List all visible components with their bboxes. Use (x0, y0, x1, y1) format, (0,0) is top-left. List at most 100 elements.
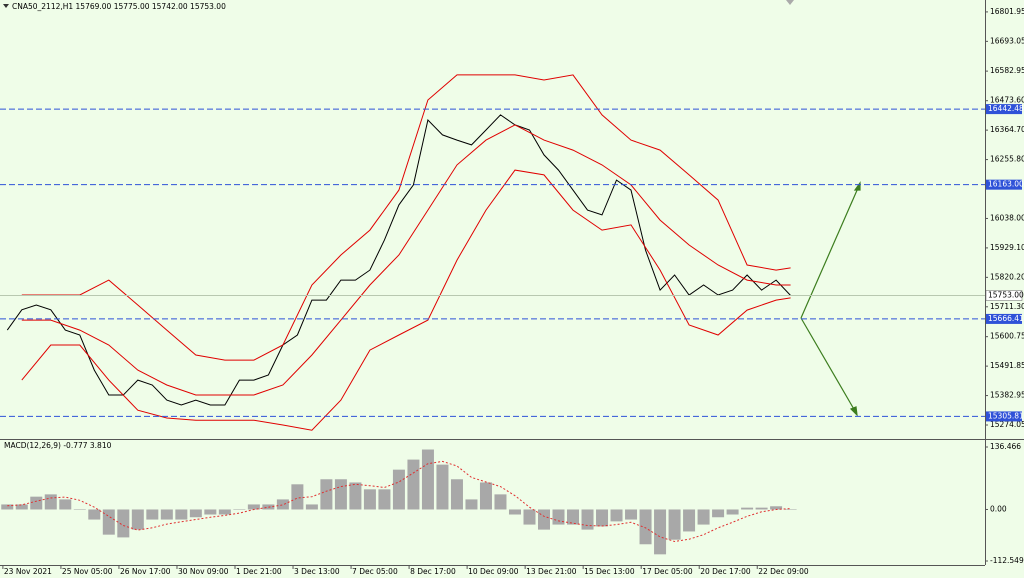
y-tick-label: 15820.20 (990, 272, 1024, 281)
y-tick-label: 0.00 (990, 504, 1007, 513)
menu-triangle[interactable] (3, 4, 9, 8)
arrow-up (800, 187, 859, 319)
macd-bar (291, 484, 304, 510)
macd-bar (581, 509, 594, 530)
macd-bar (117, 509, 130, 538)
macd-bar (523, 509, 536, 525)
y-tick-label: 16364.70 (990, 125, 1024, 134)
x-tick-label: 22 Dec 09:00 (758, 567, 809, 576)
macd-bar (160, 509, 173, 520)
x-tick-label: 25 Nov 05:00 (62, 567, 113, 576)
macd-bar (479, 482, 492, 510)
y-tick-label: 15600.75 (990, 332, 1024, 341)
y-tick-label: -112.549 (990, 556, 1024, 565)
x-tick-label: 7 Dec 05:00 (352, 567, 398, 576)
macd-bar (596, 509, 609, 527)
y-tick-label: 16255.80 (990, 155, 1024, 164)
x-tick-label: 23 Nov 2021 (4, 567, 52, 576)
macd-bar (204, 509, 217, 515)
macd-bar (15, 504, 28, 510)
macd-bar (320, 479, 333, 510)
macd-bar (233, 509, 246, 510)
macd-bar (218, 509, 231, 515)
forecast-arrows (800, 181, 861, 417)
macd-bar (334, 479, 347, 510)
macd-bar (784, 509, 797, 510)
y-tick-label: 16801.95 (990, 7, 1024, 16)
macd-bar (262, 504, 275, 510)
level-label-box (986, 104, 1022, 115)
macd-bar (770, 506, 783, 510)
last-price-box (985, 290, 1023, 301)
x-tick-label: 8 Dec 17:00 (410, 567, 456, 576)
macd-bar (175, 509, 188, 520)
macd-bar (726, 509, 739, 515)
macd-bar (378, 489, 391, 510)
macd-bar (421, 449, 434, 510)
macd-bar (697, 509, 710, 525)
macd-bar (610, 509, 623, 522)
x-tick-label: 13 Dec 21:00 (526, 567, 577, 576)
bollinger-band (21, 124, 791, 396)
y-tick-label: 15929.10 (990, 243, 1024, 252)
macd-bar (305, 504, 318, 510)
macd-bar (102, 509, 115, 535)
x-tick-label: 20 Dec 17:00 (700, 567, 751, 576)
macd-bar (59, 499, 72, 510)
y-tick-label: 16473.60 (990, 96, 1024, 105)
macd-bar (683, 509, 696, 532)
y-tick-label: 136.466 (990, 442, 1021, 451)
y-tick-label: 15491.85 (990, 361, 1024, 370)
macd-bar (146, 509, 159, 520)
y-tick-label: 15382.95 (990, 391, 1024, 400)
macd-bar (436, 464, 449, 510)
macd-bar (712, 509, 725, 518)
macd-title: MACD(12,26,9) -0.777 3.810 (4, 441, 112, 450)
macd-bar (1, 504, 14, 510)
x-tick-label: 3 Dec 13:00 (294, 567, 340, 576)
level-label: 15666.41 (988, 314, 1024, 323)
x-tick-label: 1 Dec 21:00 (236, 567, 282, 576)
macd-bar (639, 509, 652, 545)
y-tick-label: 16582.95 (990, 66, 1024, 75)
bollinger-band (21, 169, 791, 431)
macd-bar (625, 509, 638, 520)
macd-bar (465, 499, 478, 510)
macd-bar (668, 509, 681, 540)
x-tick-label: 17 Dec 05:00 (642, 567, 693, 576)
macd-bar (349, 482, 362, 510)
macd-bar (407, 459, 420, 510)
shift-marker (786, 0, 794, 5)
x-tick-label: 30 Nov 09:00 (178, 567, 229, 576)
x-tick-label: 10 Dec 09:00 (468, 567, 519, 576)
macd-bar (247, 504, 260, 510)
macd-bar (450, 479, 463, 510)
level-label: 16442.48 (988, 104, 1024, 113)
macd-bar (363, 489, 376, 510)
macd-bar (741, 507, 754, 510)
macd-bar (537, 509, 550, 530)
level-label-box (986, 179, 1022, 190)
y-tick-label: 16038.00 (990, 213, 1024, 222)
level-label-box (986, 411, 1022, 422)
level-label-box (986, 313, 1022, 324)
macd-bar (88, 509, 101, 520)
arrow-down (800, 317, 856, 412)
macd-bar (30, 496, 43, 510)
price-title: CNA50_2112,H1 15769.00 15775.00 15742.00… (12, 2, 226, 11)
macd-bar (567, 509, 580, 525)
macd-bar (131, 509, 144, 530)
x-tick-label: 15 Dec 13:00 (584, 567, 635, 576)
macd-bar (755, 507, 768, 510)
y-tick-label: 16693.05 (990, 36, 1024, 45)
bollinger-band (21, 74, 791, 361)
macd-bar (654, 509, 667, 555)
last-price-label: 15753.00 (988, 291, 1024, 300)
level-label: 15305.81 (988, 411, 1024, 420)
price-line (6, 114, 791, 406)
arrow-head (849, 406, 858, 417)
y-tick-label: 15711.30 (990, 302, 1024, 311)
level-label: 16163.00 (988, 180, 1024, 189)
